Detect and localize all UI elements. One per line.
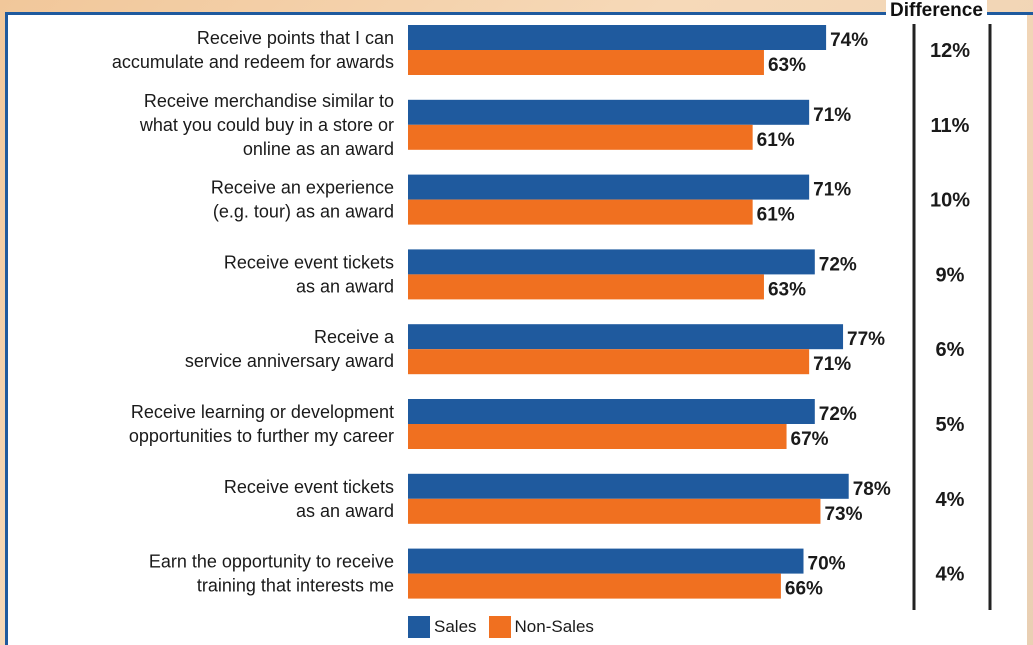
sales-bar	[408, 175, 809, 200]
non-sales-value-label: 73%	[824, 504, 862, 525]
legend-label-non-sales: Non-Sales	[515, 617, 594, 637]
difference-value: 12%	[930, 40, 970, 62]
sales-bar	[408, 25, 826, 50]
non-sales-value-label: 63%	[768, 55, 806, 76]
non-sales-bar	[408, 574, 781, 599]
sales-value-label: 74%	[830, 30, 868, 51]
category-label: accumulate and redeem for awards	[112, 52, 394, 72]
non-sales-bar	[408, 274, 764, 299]
legend-swatch-sales	[408, 616, 430, 638]
sales-value-label: 71%	[813, 180, 851, 201]
sales-bar	[408, 549, 804, 574]
category-label: what you could buy in a store or	[139, 115, 394, 135]
non-sales-value-label: 61%	[757, 205, 795, 226]
category-label: Receive a	[314, 327, 395, 347]
category-label: Earn the opportunity to receive	[149, 552, 394, 572]
sales-bar	[408, 399, 815, 424]
non-sales-bar	[408, 125, 753, 150]
non-sales-value-label: 61%	[757, 130, 795, 151]
sales-value-label: 71%	[813, 105, 851, 126]
category-label: opportunities to further my career	[129, 426, 394, 446]
sales-bar	[408, 324, 843, 349]
sales-bar	[408, 474, 849, 499]
bars-layer: Receive points that I can accumulate and …	[112, 25, 970, 600]
sales-value-label: 72%	[819, 404, 857, 425]
legend-label-sales: Sales	[434, 617, 477, 637]
category-label: (e.g. tour) as an award	[213, 202, 394, 222]
sales-value-label: 70%	[808, 554, 846, 575]
legend-swatch-non-sales	[489, 616, 511, 638]
category-label: Receive an experience	[211, 178, 394, 198]
legend-item-sales: Sales	[408, 616, 477, 638]
category-label: Receive merchandise similar to	[144, 91, 394, 111]
category-label: as an award	[296, 501, 394, 521]
non-sales-bar	[408, 349, 809, 374]
difference-value: 4%	[936, 564, 965, 586]
non-sales-bar	[408, 424, 787, 449]
sales-bar	[408, 249, 815, 274]
sales-value-label: 72%	[819, 254, 857, 275]
non-sales-value-label: 67%	[791, 429, 829, 450]
category-label: service anniversary award	[185, 351, 394, 371]
non-sales-bar	[408, 499, 820, 524]
non-sales-bar	[408, 200, 753, 225]
non-sales-bar	[408, 50, 764, 75]
category-label: Receive points that I can	[197, 28, 394, 48]
sales-value-label: 77%	[847, 329, 885, 350]
difference-value: 10%	[930, 190, 970, 212]
difference-value: 9%	[936, 264, 965, 286]
sales-value-label: 78%	[853, 479, 891, 500]
difference-value: 6%	[936, 339, 965, 361]
non-sales-value-label: 71%	[813, 354, 851, 375]
category-label: as an award	[296, 276, 394, 296]
sales-bar	[408, 100, 809, 125]
difference-value: 4%	[936, 489, 965, 511]
category-label: Receive learning or development	[131, 402, 394, 422]
category-label: Receive event tickets	[224, 252, 394, 272]
non-sales-value-label: 66%	[785, 579, 823, 600]
difference-value: 5%	[936, 414, 965, 436]
category-label: training that interests me	[197, 576, 394, 596]
category-label: online as an award	[243, 139, 394, 159]
legend-item-non-sales: Non-Sales	[489, 616, 594, 638]
non-sales-value-label: 63%	[768, 279, 806, 300]
difference-value: 11%	[931, 115, 970, 137]
chart-legend: Sales Non-Sales	[408, 615, 600, 639]
category-label: Receive event tickets	[224, 477, 394, 497]
